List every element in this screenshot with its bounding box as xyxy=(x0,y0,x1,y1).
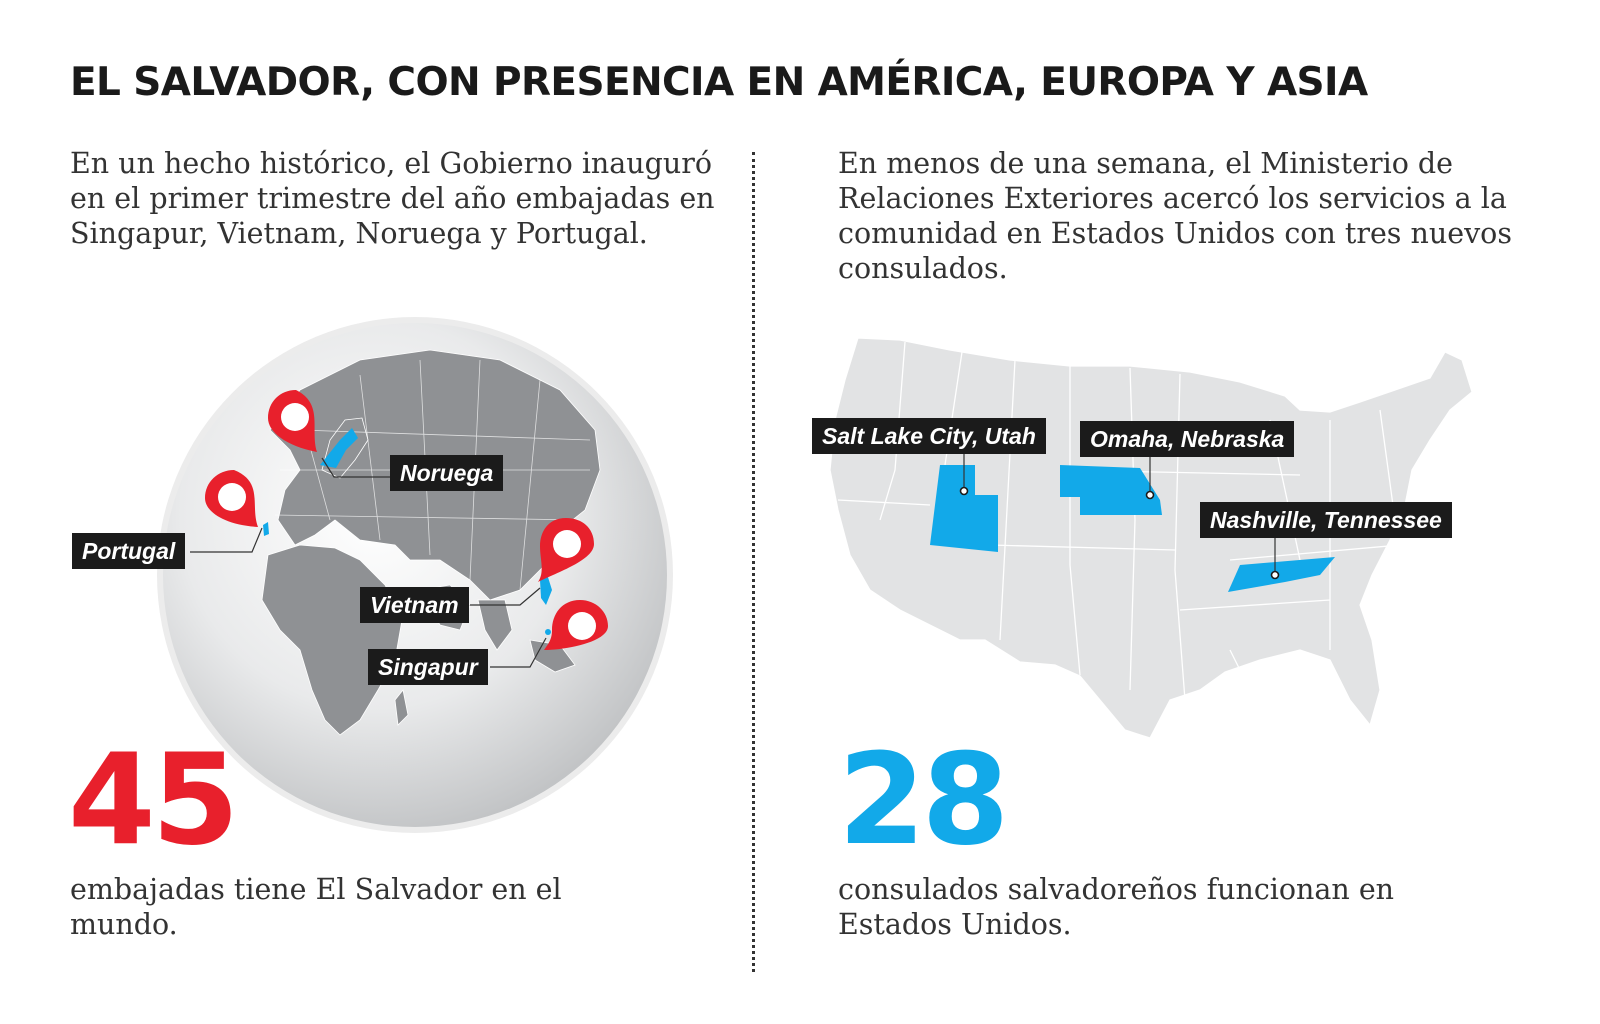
world-globe xyxy=(157,317,673,833)
singapore-highlight xyxy=(545,629,551,635)
label-salt-lake-city: Salt Lake City, Utah xyxy=(812,418,1046,454)
label-portugal: Portugal xyxy=(72,533,186,569)
us-map xyxy=(829,337,1473,739)
label-singapur: Singapur xyxy=(368,649,488,685)
portugal-highlight xyxy=(263,522,269,536)
nashville-dot xyxy=(1270,570,1280,580)
embassies-description: embajadas tiene El Salvador en el mundo. xyxy=(70,873,562,941)
utah-highlight xyxy=(930,465,998,552)
pin-noruega xyxy=(268,390,317,452)
label-vietnam: Vietnam xyxy=(360,587,469,623)
tennessee-highlight xyxy=(1228,557,1335,592)
intro-consulates: En menos de una semana, el Ministerio de… xyxy=(838,147,1512,285)
vietnam-highlight xyxy=(540,574,552,605)
label-noruega: Noruega xyxy=(390,455,504,491)
page-title: EL SALVADOR, CON PRESENCIA EN AMÉRICA, E… xyxy=(70,60,1368,105)
intro-embassies: En un hecho histórico, el Gobierno inaug… xyxy=(70,147,715,250)
label-omaha: Omaha, Nebraska xyxy=(1080,421,1295,457)
pin-singapur xyxy=(544,600,608,650)
salt-lake-city-dot xyxy=(959,486,969,496)
label-nashville: Nashville, Tennessee xyxy=(1200,502,1452,538)
consulates-count: 28 xyxy=(838,726,1009,873)
consulates-description: consulados salvadoreños funcionan en Est… xyxy=(838,873,1395,941)
embassies-count: 45 xyxy=(68,726,239,873)
pin-vietnam xyxy=(538,518,594,582)
nebraska-highlight xyxy=(1060,465,1162,515)
column-divider xyxy=(752,152,755,972)
pin-portugal xyxy=(205,470,258,527)
norway-highlight xyxy=(320,428,358,468)
omaha-dot xyxy=(1145,490,1155,500)
